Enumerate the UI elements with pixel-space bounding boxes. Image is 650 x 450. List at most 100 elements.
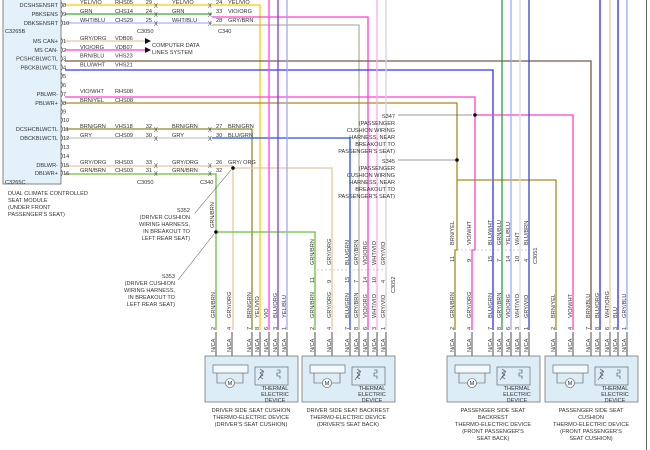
signal-name: MS CAN+	[33, 39, 58, 45]
pin-state: N/CA	[264, 338, 270, 352]
signal-name: DBCKBLWCTL	[20, 136, 58, 142]
pin-state: N/CA	[227, 338, 233, 352]
thermo-electric-device: BRN/YEL 2 N/CA VIO/WHT 4 N/CA BRN/BLU 7 N/CA BLU/…	[544, 291, 639, 442]
pin-state: N/CA	[310, 338, 316, 352]
thermistor-icon	[499, 368, 507, 381]
thermistor-icon	[354, 368, 362, 381]
splice-label-s347: BREAKOUT TO	[355, 142, 395, 148]
pin-bracket	[60, 72, 63, 80]
signal-name: MS CAN-	[34, 48, 58, 54]
c3050-pin: 31	[146, 168, 152, 174]
circuit-id: RHS03	[115, 160, 133, 166]
connector-c340-symbol: )(	[208, 12, 212, 18]
connector-c3050-symbol: )(	[154, 127, 158, 133]
pin-state: N/CA	[467, 338, 473, 352]
pin-bracket	[60, 19, 63, 27]
wire-color: YEL/VIO	[228, 0, 250, 6]
wire-color: VIO/ORG	[228, 9, 252, 15]
pin-state: N/CA	[551, 338, 557, 352]
device-pin: 2	[450, 327, 456, 330]
pin-bracket	[60, 37, 63, 45]
c3051-pin: 11	[450, 256, 456, 262]
pin-number: 10	[63, 21, 69, 27]
device-pin: 8	[595, 327, 601, 330]
wire	[212, 16, 369, 330]
thermal-device-label: THERMAL	[359, 386, 386, 392]
device-caption: PASSENGER SIDE SEAT	[559, 408, 624, 414]
connector-c3050: C3050	[137, 180, 153, 186]
thermal-box	[496, 366, 531, 386]
pin-bracket	[60, 64, 63, 71]
connector-c3051: C3051	[533, 248, 539, 264]
c3051-pin: 9	[467, 259, 473, 262]
c3052-pin: 15	[345, 277, 351, 283]
wire-color: VIO/ORG	[506, 294, 512, 318]
splice-label-s352: LEFT REAR SEAT)	[142, 236, 190, 242]
wire	[65, 165, 234, 330]
wire-color: WHT	[515, 232, 521, 245]
signal-name: DCSHCBLWCTL	[16, 127, 58, 133]
wire-color: BLU/GRN	[488, 293, 494, 318]
pin-bracket	[60, 1, 63, 9]
wire-color: VIO/ORG	[363, 241, 369, 265]
c3050-pin: 30	[146, 133, 152, 139]
motor-wire	[216, 373, 244, 384]
module-box	[2, 0, 62, 185]
heater-icon	[276, 369, 281, 379]
thermal-box	[351, 366, 386, 386]
motor-label: M	[470, 381, 475, 387]
device-caption: (DRIVER'S SEAT BACK)	[317, 422, 379, 428]
motor-label: M	[325, 381, 330, 387]
thermal-device-label: ELECTRIC	[358, 392, 386, 398]
wire-color: GRY/BRN	[354, 240, 360, 265]
devices: GRN/BRN 2 N/CA GRY/ORG 4 N/CA BRN/GRN 7 N/CA YEL/…	[204, 291, 639, 442]
wire	[65, 69, 494, 330]
right-border	[646, 0, 647, 450]
device-pin: 4	[227, 327, 233, 330]
thermal-device-label: DEVICE	[507, 398, 528, 404]
c3050-pin: 25	[146, 18, 152, 24]
wire-color: YEL/VIO	[80, 0, 102, 6]
device-pin: 6	[363, 327, 369, 330]
splice-dot	[455, 158, 459, 162]
wire-color: BRN/GRN	[172, 124, 198, 130]
signal-name: DBLWR-	[36, 163, 58, 169]
pin-number: 8	[63, 101, 66, 107]
heater-icon	[373, 369, 378, 379]
pin-bracket	[60, 10, 63, 18]
device-bar	[309, 364, 346, 374]
wire-color: VIO/ORG	[363, 294, 369, 318]
wire-color: WHT/BLU	[172, 18, 197, 24]
connector-c340-symbol: )(	[208, 3, 212, 9]
c340-pin: 32	[216, 168, 222, 174]
device-pin: 8	[497, 327, 503, 330]
pin-state: N/CA	[595, 338, 601, 352]
connector-c3050-symbol: )(	[154, 136, 158, 142]
wire-color: BRN/GRN	[80, 124, 106, 130]
device-pin: 3	[613, 327, 619, 330]
pin-number: 8	[63, 3, 66, 9]
pin-bracket	[60, 116, 63, 124]
connector-c340-symbol: )(	[208, 163, 212, 169]
wire-color: GRY/ORG	[327, 292, 333, 318]
signal-name: PBLWR+	[35, 101, 58, 107]
thermal-device-label: ELECTRIC	[261, 392, 289, 398]
wire-color: GRY/ORG	[80, 36, 106, 42]
connector-c340-symbol: )(	[208, 171, 212, 177]
splice-label-s353: S353	[162, 274, 175, 280]
pin-number: 16	[63, 171, 69, 177]
wire-color: GRY/ORG	[172, 160, 198, 166]
wire-color: VIO/WHT	[467, 220, 473, 245]
device-box	[544, 355, 639, 403]
splice-label-s345: (PASSENGER	[359, 166, 395, 172]
wire-color: BLU/GRN	[345, 240, 351, 265]
computer-data-lines-label: LINES SYSTEM	[152, 50, 193, 56]
connector-c340-symbol: )(	[208, 21, 212, 27]
motor-icon	[225, 378, 235, 388]
signal-name: DCSHSENSRT	[20, 3, 59, 9]
wire	[457, 179, 557, 330]
connector-c3050-symbol: )(	[154, 163, 158, 169]
pin-state: N/CA	[354, 338, 360, 352]
pin-state: N/CA	[622, 338, 628, 352]
wire-color: BRN/YEL	[80, 98, 104, 104]
